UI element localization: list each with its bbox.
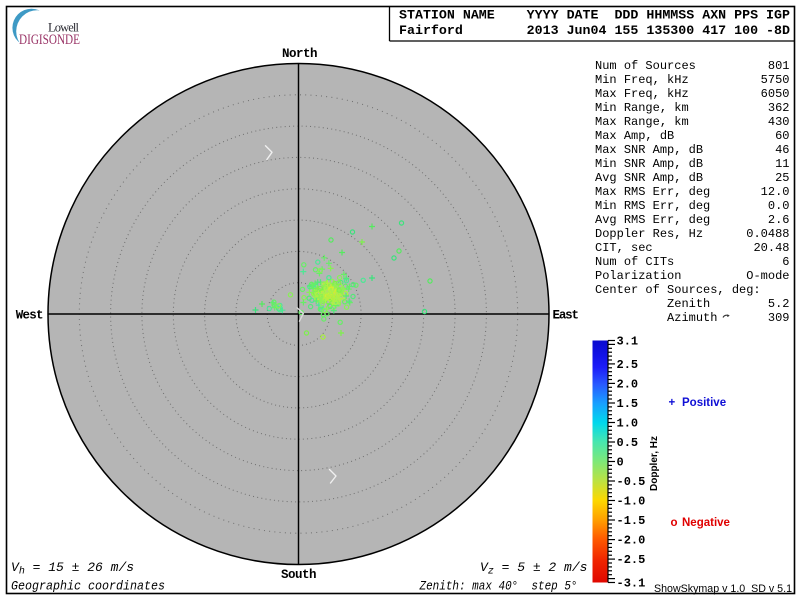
- svg-text:DIGISONDE: DIGISONDE: [19, 32, 80, 48]
- svg-text:Polarization O-mode: Polarization O-mode: [595, 269, 790, 283]
- svg-text:Geographic coordinates: Geographic coordinates: [11, 579, 165, 594]
- svg-text:Num of Sources 801: Num of Sources 801: [595, 59, 790, 73]
- svg-text:Max Range, km 430: Max Range, km 430: [595, 115, 790, 129]
- svg-text:ShowSkymap v 1.0 SD v 5.1: ShowSkymap v 1.0 SD v 5.1: [654, 583, 792, 595]
- svg-text:Vz = 5 ± 2 m/s: Vz = 5 ± 2 m/s: [480, 560, 587, 578]
- svg-text:STATION NAME YYYY DATE DDD: STATION NAME YYYY DATE DDD HHMMSS AXN PP…: [399, 8, 790, 23]
- svg-text:2.0: 2.0: [617, 377, 639, 391]
- svg-text:+: +: [669, 397, 676, 409]
- svg-text:0.5: 0.5: [617, 436, 639, 450]
- svg-text:Azimuth 309: Azimuth 309: [595, 311, 790, 325]
- svg-text:1.0: 1.0: [617, 417, 639, 431]
- svg-text:Positive: Positive: [682, 397, 726, 409]
- svg-text:Vh = 15 ± 26 m/s: Vh = 15 ± 26 m/s: [11, 560, 134, 578]
- svg-text:Avg RMS Err, deg 2.6: Avg RMS Err, deg 2.6: [595, 213, 790, 227]
- svg-text:Max RMS Err, deg 12.0: Max RMS Err, deg 12.0: [595, 185, 790, 199]
- svg-text:-1.0: -1.0: [617, 495, 646, 509]
- svg-text:Negative: Negative: [682, 517, 730, 529]
- svg-text:o: o: [671, 517, 678, 529]
- svg-text:0: 0: [617, 456, 624, 470]
- svg-text:Min SNR Amp, dB 11: Min SNR Amp, dB 11: [595, 157, 790, 171]
- svg-text:Doppler Res, Hz 0.0488: Doppler Res, Hz 0.0488: [595, 227, 790, 241]
- svg-text:Max SNR Amp, dB 46: Max SNR Amp, dB 46: [595, 143, 790, 157]
- svg-text:Center of Sources, deg:: Center of Sources, deg:: [595, 283, 761, 297]
- svg-text:South: South: [281, 568, 317, 582]
- svg-text:Lowell: Lowell: [48, 21, 80, 35]
- svg-text:North: North: [282, 47, 318, 61]
- svg-text:3.1: 3.1: [617, 335, 639, 349]
- svg-text:Doppler, Hz: Doppler, Hz: [649, 436, 660, 491]
- svg-text:-2.0: -2.0: [617, 534, 646, 548]
- svg-text:2.5: 2.5: [617, 358, 639, 372]
- svg-text:Zenith: max 40° step 5°: Zenith: max 40° step 5°: [419, 579, 578, 594]
- svg-text:1.5: 1.5: [617, 397, 639, 411]
- svg-text:Zenith 5.2: Zenith 5.2: [595, 297, 790, 311]
- svg-text:-2.5: -2.5: [617, 553, 646, 567]
- svg-text:-0.5: -0.5: [617, 475, 646, 489]
- svg-text:CIT, sec 20.48: CIT, sec 20.48: [595, 241, 790, 255]
- svg-text:Min Freq, kHz 5750: Min Freq, kHz 5750: [595, 73, 790, 87]
- svg-text:Min RMS Err, deg 0.0: Min RMS Err, deg 0.0: [595, 199, 790, 213]
- svg-text:East: East: [553, 308, 580, 322]
- svg-text:Fairford 2013 Jun04 155: Fairford 2013 Jun04 155 135300 417 100 -…: [399, 23, 790, 38]
- svg-text:-3.1: -3.1: [617, 577, 646, 591]
- svg-text:Num of CITs 6: Num of CITs 6: [595, 255, 790, 269]
- svg-text:Avg SNR Amp, dB 25: Avg SNR Amp, dB 25: [595, 171, 790, 185]
- svg-text:West: West: [16, 308, 44, 322]
- svg-text:Max Freq, kHz 6050: Max Freq, kHz 6050: [595, 87, 790, 101]
- svg-text:-1.5: -1.5: [617, 514, 646, 528]
- svg-text:Max Amp, dB 60: Max Amp, dB 60: [595, 129, 790, 143]
- svg-text:Min Range, km 362: Min Range, km 362: [595, 101, 790, 115]
